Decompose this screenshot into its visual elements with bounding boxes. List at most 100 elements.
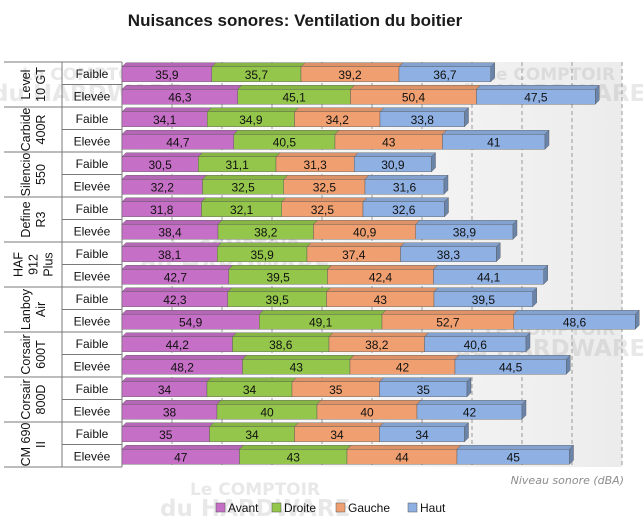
bar-top-face bbox=[121, 445, 244, 450]
bar-top-face bbox=[350, 85, 481, 90]
bar-top-face bbox=[209, 422, 299, 427]
bar-top-face bbox=[211, 62, 306, 67]
group-label-line: CM 690 bbox=[19, 423, 33, 467]
bar-top-face bbox=[121, 62, 217, 67]
bar-value-label: 42 bbox=[463, 405, 477, 419]
bar-value-label: 38,2 bbox=[254, 225, 278, 239]
bar-value-label: 44,1 bbox=[477, 270, 501, 284]
group-label-line: 800D bbox=[34, 385, 48, 415]
bar-value-label: 39,5 bbox=[265, 293, 289, 307]
group-label-line: Define bbox=[19, 201, 33, 237]
bar-value-label: 47 bbox=[174, 450, 188, 464]
bar-top-face bbox=[121, 400, 222, 405]
bar-value-label: 40 bbox=[360, 405, 374, 419]
bar-value-label: 44,2 bbox=[166, 338, 190, 352]
group-label-line: Corsair bbox=[19, 379, 33, 419]
bar-top-face bbox=[398, 62, 496, 67]
group-label-line: Carbide bbox=[19, 108, 33, 152]
group-label-line: II bbox=[34, 441, 48, 448]
bar-value-label: 42,7 bbox=[164, 270, 188, 284]
group-label-line: 550 bbox=[34, 164, 48, 185]
bar-value-label: 34,9 bbox=[239, 113, 263, 127]
legend-swatch bbox=[335, 502, 346, 513]
x-axis-label: Niveau sonore (dBA) bbox=[511, 474, 624, 487]
bar-value-label: 44,5 bbox=[499, 360, 523, 374]
bar-value-label: 38,2 bbox=[365, 338, 389, 352]
group-label: CM 690II bbox=[19, 423, 48, 467]
bar-top-face bbox=[121, 107, 212, 112]
bar-top-face bbox=[228, 265, 332, 270]
bar-top-face bbox=[217, 220, 318, 225]
bar-top-face bbox=[400, 242, 501, 247]
row-label: Faible bbox=[76, 292, 109, 306]
bar-top-face bbox=[328, 332, 429, 337]
group-label-line: 600T bbox=[34, 340, 48, 369]
bar-value-label: 33,8 bbox=[411, 113, 435, 127]
bar-value-label: 32,1 bbox=[230, 203, 254, 217]
bar-value-label: 34 bbox=[158, 383, 172, 397]
row-label: Faible bbox=[76, 112, 109, 126]
bar-value-label: 35,9 bbox=[155, 68, 179, 82]
bar-top-face bbox=[379, 377, 472, 382]
bar-value-label: 42,3 bbox=[163, 293, 187, 307]
bar-top-face bbox=[121, 355, 247, 360]
row-label: Elevée bbox=[74, 314, 111, 328]
bar-top-face bbox=[334, 130, 447, 135]
bar-top-face bbox=[206, 107, 299, 112]
bar-value-label: 34 bbox=[243, 383, 257, 397]
bar-value-label: 38,3 bbox=[437, 248, 461, 262]
row-label: Faible bbox=[76, 202, 109, 216]
bar-top-face bbox=[258, 310, 387, 315]
bar-side-face bbox=[464, 107, 469, 128]
row-label: Faible bbox=[76, 247, 109, 261]
legend-label: Droite bbox=[284, 501, 316, 515]
bar-value-label: 32,2 bbox=[151, 180, 175, 194]
bar-value-label: 32,6 bbox=[392, 203, 416, 217]
bar-side-face bbox=[444, 197, 449, 218]
bar-top-face bbox=[454, 355, 571, 360]
bar-side-face bbox=[431, 152, 436, 173]
bar-top-face bbox=[275, 152, 359, 157]
row-label: Faible bbox=[76, 382, 109, 396]
group-label-line: Level bbox=[19, 70, 33, 100]
legend-label: Avant bbox=[228, 501, 259, 515]
legend-swatch bbox=[407, 502, 418, 513]
group-label: Level10 GT bbox=[19, 67, 48, 102]
bar-top-face bbox=[433, 287, 538, 292]
bar-value-label: 37,4 bbox=[342, 248, 366, 262]
bar-side-face bbox=[464, 422, 469, 443]
bar-top-face bbox=[202, 175, 289, 180]
bar-top-face bbox=[306, 242, 405, 247]
row-label: Elevée bbox=[74, 89, 111, 103]
bar-top-face bbox=[294, 422, 384, 427]
group-label-line: Silencio bbox=[19, 153, 33, 197]
bar-top-face bbox=[233, 130, 340, 135]
bar-value-label: 48,6 bbox=[563, 315, 587, 329]
bar-value-label: 40,5 bbox=[273, 135, 297, 149]
group-label-line: 912 bbox=[27, 254, 41, 275]
bar-value-label: 52,7 bbox=[436, 315, 460, 329]
bar-value-label: 39,5 bbox=[266, 270, 290, 284]
bar-top-face bbox=[442, 130, 550, 135]
bar-top-face bbox=[206, 377, 297, 382]
bar-top-face bbox=[349, 355, 460, 360]
bar-top-face bbox=[232, 332, 334, 337]
row-label: Elevée bbox=[74, 269, 111, 283]
bar-value-label: 54,9 bbox=[179, 315, 203, 329]
watermark-line-2: du HARDWARE bbox=[160, 496, 350, 522]
bar-value-label: 43 bbox=[287, 450, 301, 464]
row-label: Elevée bbox=[74, 224, 111, 238]
bar-value-label: 43 bbox=[374, 293, 388, 307]
bar-value-label: 43 bbox=[382, 135, 396, 149]
group-label-line: Corsair bbox=[19, 334, 33, 374]
bar-top-face bbox=[316, 400, 422, 405]
bar-top-face bbox=[313, 220, 421, 225]
group-label: DefineR3 bbox=[19, 201, 48, 237]
bar-top-face bbox=[362, 197, 449, 202]
bar-value-label: 49,1 bbox=[309, 315, 333, 329]
group-label: Corsair800D bbox=[19, 379, 48, 419]
legend: Avant Droite Gauche Haut bbox=[215, 501, 446, 515]
group-label: HAF912Plus bbox=[12, 252, 56, 277]
bar-side-face bbox=[532, 287, 537, 308]
row-label: Elevée bbox=[74, 179, 111, 193]
